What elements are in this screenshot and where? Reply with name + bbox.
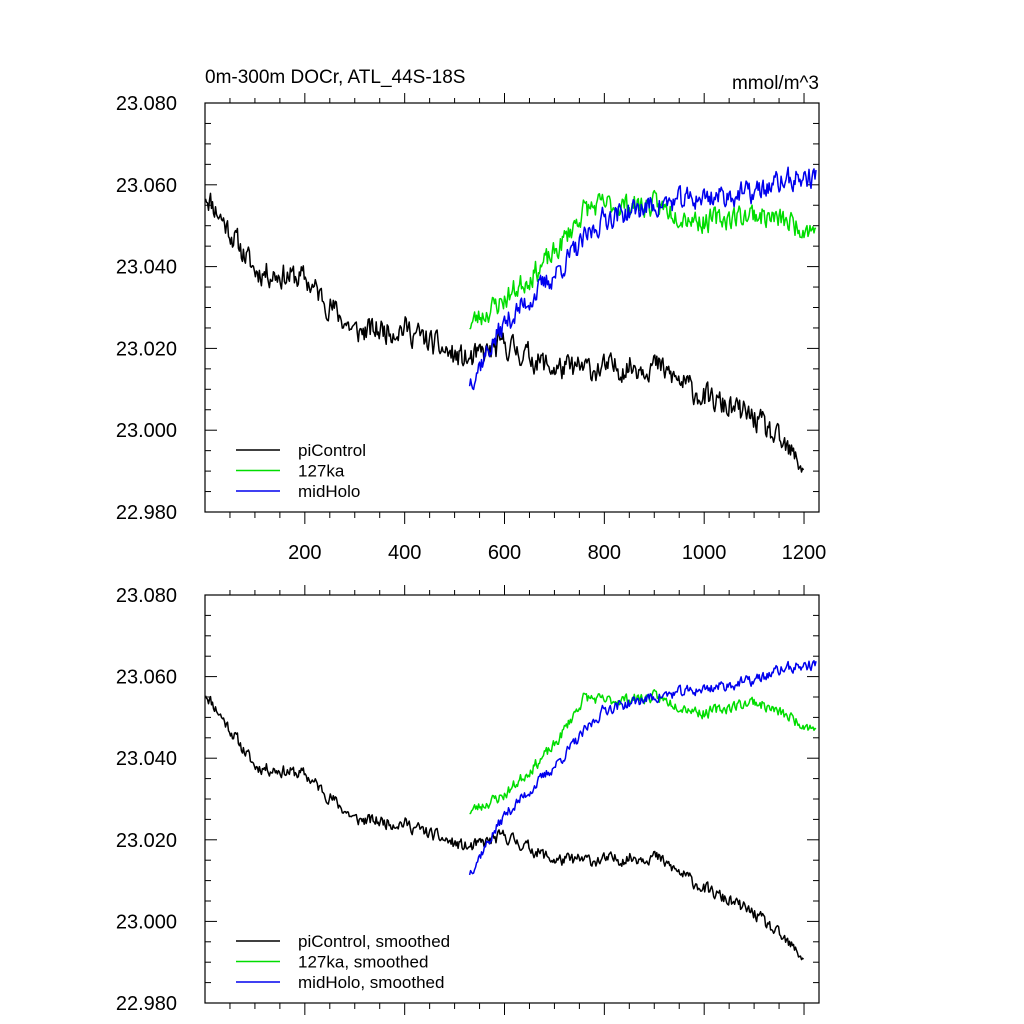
x-tick-label: 800	[588, 542, 621, 564]
x-tick-label: 1200	[782, 542, 827, 564]
y-tick-label: 23.000	[116, 420, 177, 442]
chart-title: 0m-300m DOCr, ATL_44S-18S	[205, 67, 465, 88]
legend-label: piControl, smoothed	[298, 932, 450, 951]
y-tick-label: 22.980	[116, 993, 177, 1015]
x-tick-label: 600	[488, 542, 521, 564]
series-line-picontrol	[204, 192, 805, 473]
series-line-midholo	[468, 166, 817, 391]
top-panel: 0m-300m DOCr, ATL_44S-18S mmol/m^3 22.980 2…	[116, 67, 826, 564]
y-tick-label: 23.060	[116, 175, 177, 197]
series-line-picontrol	[204, 695, 805, 961]
x-tick-label: 400	[388, 542, 421, 564]
legend-label: 127ka	[298, 462, 345, 481]
y-tick-label: 22.980	[116, 502, 177, 524]
y-tick-label: 23.080	[116, 585, 177, 607]
legend-label: 127ka, smoothed	[298, 953, 428, 972]
x-tick-label: 200	[288, 542, 321, 564]
bottom-panel: 22.980 23.000 23.020 23.040 23.060 23.080 piCo…	[116, 585, 820, 1015]
units-label: mmol/m^3	[732, 73, 819, 94]
x-tick-label: 1000	[682, 542, 727, 564]
y-tick-label: 23.040	[116, 257, 177, 279]
series-line-midholo	[468, 660, 817, 876]
y-tick-label: 23.040	[116, 748, 177, 770]
legend-label: midHolo, smoothed	[298, 973, 444, 992]
y-tick-label: 23.000	[116, 911, 177, 933]
y-tick-label: 23.060	[116, 667, 177, 689]
y-tick-label: 23.020	[116, 338, 177, 360]
y-tick-label: 23.080	[116, 93, 177, 115]
legend-label: piControl	[298, 441, 366, 460]
legend-label: midHolo	[298, 482, 360, 501]
y-tick-label: 23.020	[116, 830, 177, 852]
